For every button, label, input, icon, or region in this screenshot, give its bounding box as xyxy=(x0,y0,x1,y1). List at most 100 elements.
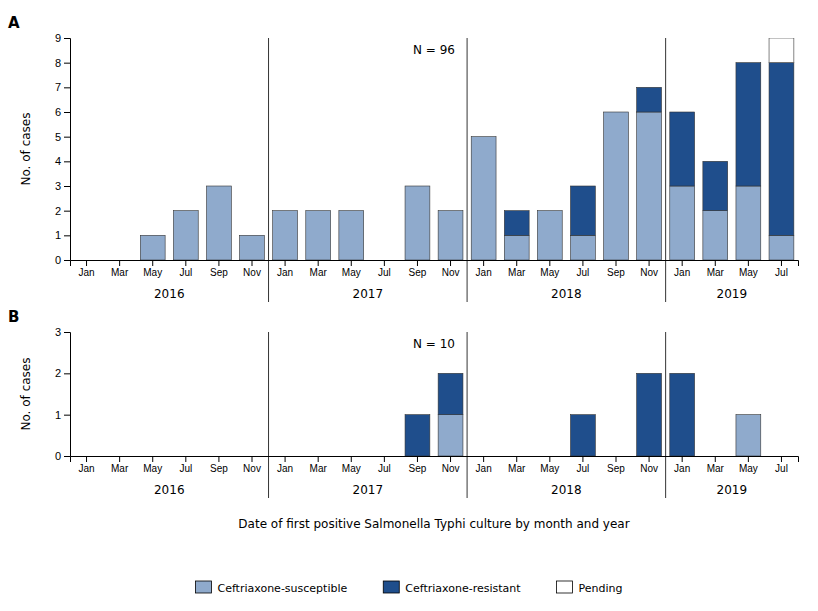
tick-label: Nov xyxy=(640,463,658,474)
bar xyxy=(670,186,695,260)
tick-label: 1 xyxy=(55,229,61,241)
tick-label: Jul xyxy=(179,267,192,278)
bar xyxy=(769,235,794,260)
bar xyxy=(736,414,761,415)
bar xyxy=(471,456,496,457)
tick: Jul xyxy=(775,456,788,474)
bar xyxy=(769,456,794,457)
bar xyxy=(504,210,529,211)
bar xyxy=(173,211,198,260)
series xyxy=(504,63,794,236)
tick-label: Jan xyxy=(277,463,293,474)
tick: 2 xyxy=(55,367,70,379)
y-axis: 0123456789 xyxy=(55,32,71,266)
year-divider xyxy=(665,332,666,498)
tick-mark xyxy=(715,456,716,462)
bar xyxy=(604,112,629,113)
tick-mark xyxy=(64,373,70,374)
bar xyxy=(107,260,132,261)
tick-mark xyxy=(64,456,70,457)
tick: Sep xyxy=(210,260,228,278)
bar xyxy=(107,260,132,261)
bar xyxy=(736,415,761,456)
bar xyxy=(306,210,331,211)
tick-label: Mar xyxy=(310,267,328,278)
tick: 6 xyxy=(55,106,70,118)
tick-mark xyxy=(252,456,253,462)
bar xyxy=(306,211,331,260)
tick: 0 xyxy=(55,254,70,266)
bar xyxy=(604,112,629,260)
tick-mark xyxy=(152,260,153,266)
bar xyxy=(537,210,562,211)
tick-label: 0 xyxy=(55,254,61,266)
tick-mark xyxy=(516,456,517,462)
tick-mark xyxy=(252,260,253,266)
bar xyxy=(240,235,265,236)
tick: 0 xyxy=(55,450,70,462)
bar xyxy=(670,112,695,186)
tick: May xyxy=(540,456,559,474)
tick-mark xyxy=(384,260,385,266)
bar xyxy=(471,136,496,137)
tick-label: 0 xyxy=(55,450,61,462)
tick-label: Mar xyxy=(707,463,725,474)
year-divider xyxy=(467,332,468,498)
tick: 4 xyxy=(55,155,70,167)
bar xyxy=(140,235,165,236)
bar xyxy=(74,260,99,261)
legend-label: Ceftriaxone-susceptible xyxy=(217,582,347,595)
bar xyxy=(703,456,728,457)
tick: Sep xyxy=(607,456,625,474)
tick-mark xyxy=(616,260,617,266)
bar xyxy=(537,456,562,457)
bar xyxy=(471,137,496,260)
axis-title: Date of first positive Salmonella Typhi … xyxy=(238,517,629,531)
tick-mark xyxy=(64,260,70,261)
tick: May xyxy=(540,260,559,278)
tick-mark xyxy=(119,260,120,266)
tick: Jul xyxy=(577,456,590,474)
tick: Jul xyxy=(577,260,590,278)
bar xyxy=(637,373,662,374)
tick: Mar xyxy=(310,456,328,474)
tick-label: Jan xyxy=(78,463,94,474)
tick: Mar xyxy=(707,456,725,474)
bar xyxy=(306,456,331,457)
tick: Jan xyxy=(277,456,293,474)
bar xyxy=(339,456,364,457)
bar xyxy=(537,210,562,211)
bar xyxy=(240,456,265,457)
bar xyxy=(504,456,529,457)
tick-mark xyxy=(64,63,70,64)
tick-mark xyxy=(86,456,87,462)
tick-label: May xyxy=(540,267,559,278)
bar xyxy=(405,186,430,260)
tick-mark xyxy=(649,456,650,462)
tick: 3 xyxy=(55,180,70,192)
legend-swatch xyxy=(557,581,573,593)
tick-label: Jul xyxy=(577,463,590,474)
series xyxy=(438,415,761,456)
bar xyxy=(537,456,562,457)
tick-label: May xyxy=(143,463,162,474)
tick-label: Mar xyxy=(111,267,129,278)
bar xyxy=(637,87,662,112)
tick: May xyxy=(342,260,361,278)
bar xyxy=(769,456,794,457)
tick-mark xyxy=(86,260,87,266)
tick: Jul xyxy=(378,260,391,278)
bar xyxy=(273,456,298,457)
tick: May xyxy=(342,456,361,474)
legend-label: Ceftriaxone-resistant xyxy=(405,582,521,595)
year-label: 2017 xyxy=(353,287,384,301)
axis-line xyxy=(71,261,799,267)
tick: Jan xyxy=(78,260,94,278)
bar xyxy=(571,415,596,456)
tick: Nov xyxy=(640,260,658,278)
bar xyxy=(438,415,463,456)
tick-label: 3 xyxy=(55,326,61,338)
bar xyxy=(107,456,132,457)
tick-label: May xyxy=(342,463,361,474)
series xyxy=(769,38,794,63)
